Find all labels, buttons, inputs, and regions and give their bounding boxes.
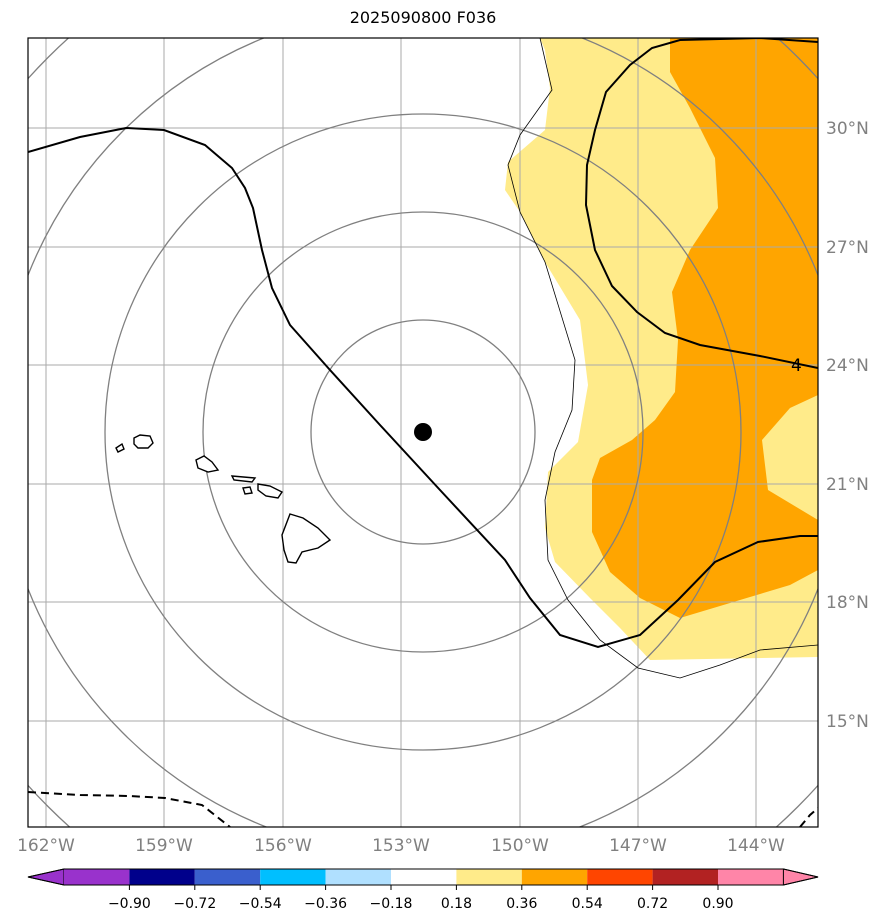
colorbar-segment — [194, 869, 261, 885]
contour-label: 4 — [791, 356, 802, 376]
colorbar: −0.90 −0.72 −0.54 −0.36 −0.18 0.18 0.36 … — [27, 868, 819, 912]
colorbar-tick-label: 0.72 — [637, 896, 668, 912]
graticule — [28, 38, 818, 827]
colorbar-tick-label: 0.54 — [572, 896, 603, 912]
contour-line-dashed — [28, 791, 231, 827]
colorbar-arrow-left — [27, 868, 65, 886]
colorbar-segment — [587, 869, 653, 885]
colorbar-tick-label: −0.36 — [304, 896, 347, 912]
colorbar-segment — [521, 869, 588, 885]
lon-tick-label: 153°W — [372, 836, 430, 856]
colorbar-segment — [325, 869, 391, 885]
lon-tick-label: 162°W — [17, 836, 75, 856]
colorbar-tick-label: 0.18 — [441, 896, 472, 912]
colorbar-tick-label: −0.90 — [108, 896, 151, 912]
colorbar-tick-label: 0.90 — [702, 896, 733, 912]
colorbar-tick-label: 0.36 — [506, 896, 537, 912]
colorbar-outline — [27, 868, 819, 886]
colorbar-tick-label: −0.54 — [239, 896, 282, 912]
map-frame — [27, 37, 819, 828]
lat-tick-label: 15°N — [826, 712, 869, 732]
colorbar-tick-label: −0.72 — [173, 896, 216, 912]
lat-tick-label: 24°N — [826, 356, 869, 376]
lat-tick-label: 27°N — [826, 238, 869, 258]
lon-tick-label: 156°W — [254, 836, 312, 856]
colorbar-segment — [64, 869, 130, 885]
colorbar-segment — [260, 869, 326, 885]
contour-line-4 — [584, 38, 818, 369]
lat-tick-label: 21°N — [826, 475, 869, 495]
map-title: 2025090800 F036 — [349, 8, 497, 27]
contour-line-main — [28, 126, 818, 649]
lon-tick-label: 147°W — [609, 836, 667, 856]
colorbar-ticks — [128, 885, 719, 890]
colorbar-segment — [456, 869, 522, 885]
colorbar-segment — [718, 869, 784, 885]
colorbar-tick-label: −0.18 — [370, 896, 413, 912]
lat-tick-label: 30°N — [826, 119, 869, 139]
colorbar-arrow-right — [782, 868, 819, 886]
contour-line-dashed-right — [799, 807, 818, 827]
islands — [115, 434, 332, 564]
fill-region-high — [592, 38, 818, 618]
colorbar-segment — [391, 869, 457, 885]
colorbar-segment — [652, 869, 718, 885]
storm-center-marker — [414, 423, 432, 441]
lon-tick-label: 159°W — [135, 836, 193, 856]
colorbar-segment — [129, 869, 195, 885]
lon-tick-label: 144°W — [727, 836, 785, 856]
lon-tick-label: 150°W — [491, 836, 549, 856]
thin-contour — [507, 38, 818, 679]
lat-tick-label: 18°N — [826, 593, 869, 613]
